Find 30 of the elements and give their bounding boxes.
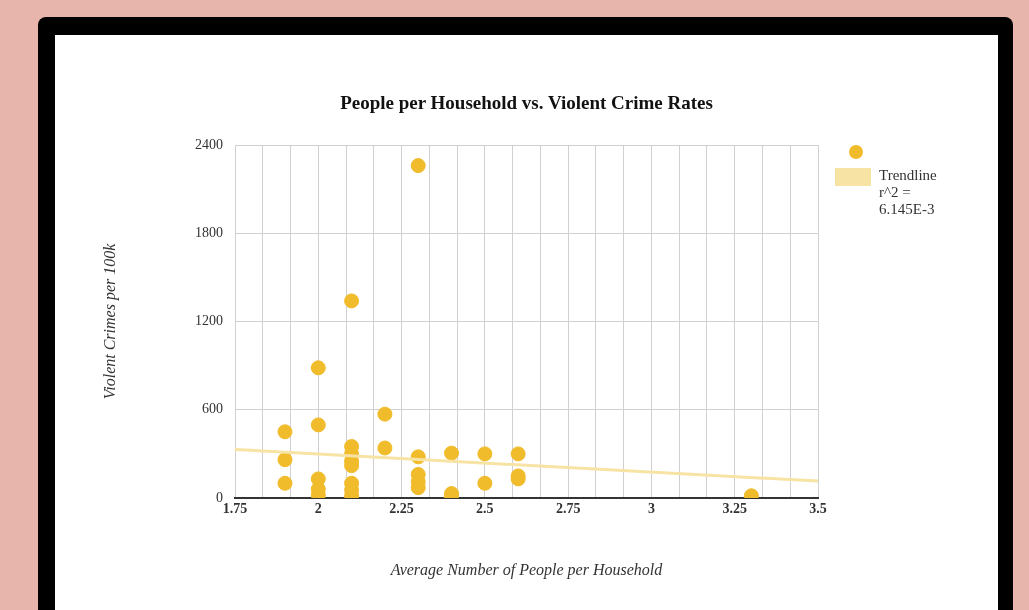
y-axis-title: Violent Crimes per 100k [101, 242, 119, 400]
point [277, 452, 293, 468]
point [277, 424, 293, 440]
x-tick-label: 3 [647, 501, 655, 517]
x-tick-label: 2.25 [389, 501, 414, 517]
x-tick-label: 2 [314, 501, 322, 517]
point [277, 475, 293, 491]
y-tick-label: 0 [216, 489, 223, 505]
y-tick-label: 1200 [195, 313, 223, 329]
point [510, 446, 526, 462]
x-tick-label: 1.75 [222, 501, 248, 517]
point [377, 440, 393, 456]
legend-label: Trendline r^2 = 6.145E-3 [879, 167, 938, 218]
x-tick-label: 2.5 [476, 501, 494, 517]
y-tick-label: 600 [202, 401, 223, 417]
chart-title: People per Household vs. Violent Crime Rates [340, 92, 713, 113]
point [477, 475, 493, 491]
x-axis-title: Average Number of People per Household [389, 561, 664, 579]
point [410, 158, 426, 174]
point [310, 417, 326, 433]
point [377, 406, 393, 422]
x-tick-label: 3.5 [809, 501, 827, 517]
point [477, 446, 493, 462]
point [344, 293, 360, 309]
x-tick-label: 3.25 [722, 501, 747, 517]
x-tick-label: 2.75 [555, 501, 581, 517]
y-tick-label: 2400 [195, 136, 223, 152]
point [444, 445, 460, 461]
point [310, 360, 326, 376]
y-tick-label: 1800 [195, 224, 223, 240]
